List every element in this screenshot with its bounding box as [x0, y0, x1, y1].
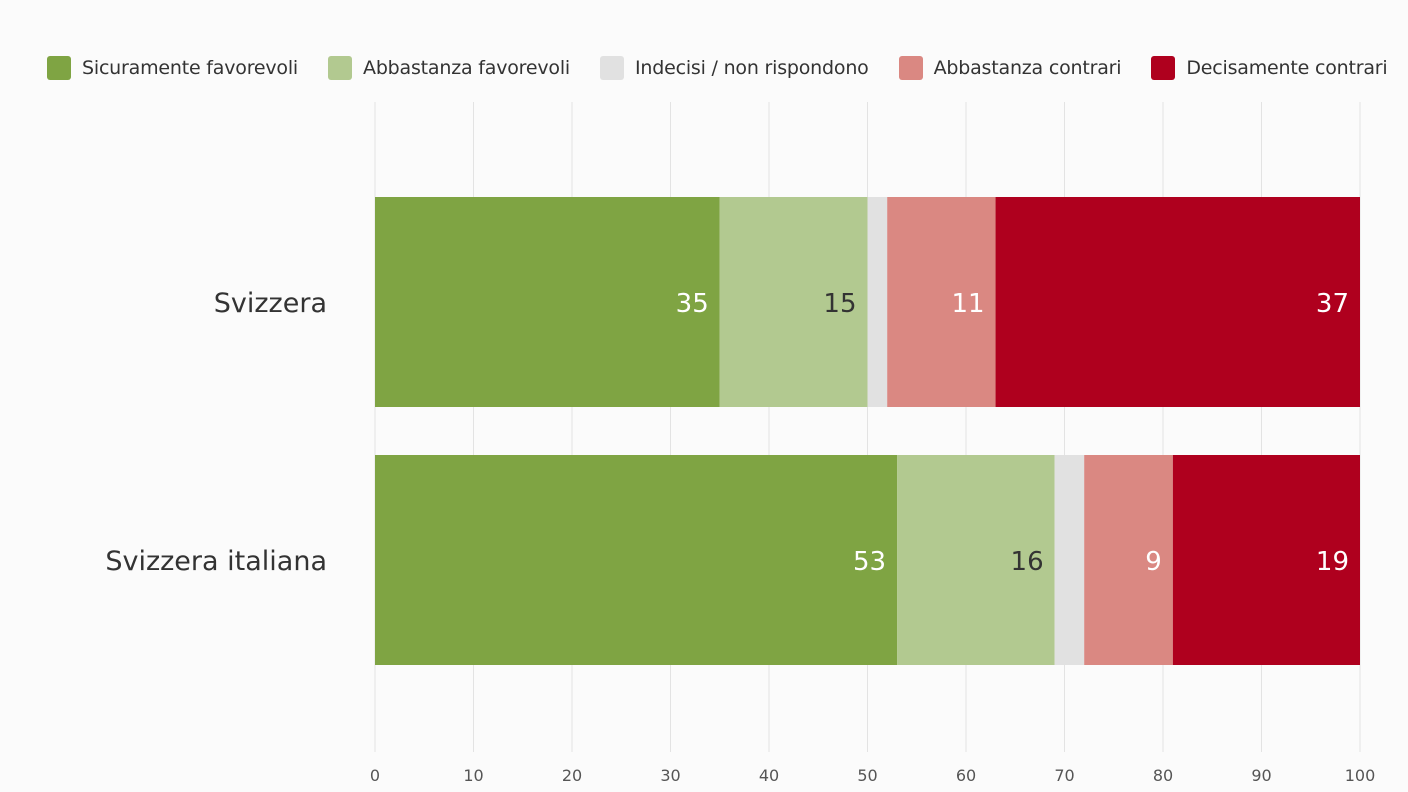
bar-segment-abbastanza-contrari: [1084, 455, 1173, 665]
x-tick-label: 20: [562, 766, 582, 785]
x-tick-label: 100: [1345, 766, 1376, 785]
data-label: 53: [853, 547, 886, 577]
bar-segment-abbastanza-favorevoli: [719, 197, 868, 407]
legend-item-abbastanza-contrari[interactable]: Abbastanza contrari: [898, 56, 1122, 80]
x-tick-label: 90: [1251, 766, 1271, 785]
bar-segment-abbastanza-favorevoli: [897, 455, 1055, 665]
bar-segment-abbastanza-contrari: [887, 197, 996, 407]
legend-item-indecisi-non-rispondono[interactable]: Indecisi / non rispondono: [599, 56, 869, 80]
x-tick-label: 80: [1153, 766, 1173, 785]
legend-label: Sicuramente favorevoli: [82, 57, 299, 79]
legend-label: Indecisi / non rispondono: [634, 57, 869, 79]
x-tick-label: 40: [759, 766, 779, 785]
data-label: 37: [1316, 289, 1349, 319]
category-label: Svizzera italiana: [105, 546, 327, 577]
data-label: 16: [1011, 547, 1044, 577]
bar-segment-decisamente-contrari: [995, 197, 1360, 407]
data-label: 35: [676, 289, 709, 319]
legend-swatch: [328, 56, 353, 80]
x-tick-label: 10: [463, 766, 483, 785]
legend-item-decisamente-contrari[interactable]: Decisamente contrari: [1151, 56, 1388, 80]
legend-item-abbastanza-favorevoli[interactable]: Abbastanza favorevoli: [328, 56, 570, 80]
legend-swatch: [47, 56, 71, 80]
bar-segment-indecisi-non-rispondono: [1054, 455, 1085, 665]
data-label: 19: [1316, 547, 1349, 577]
x-tick-label: 30: [660, 766, 680, 785]
bar-segment-sicuramente-favorevoli: [375, 455, 898, 665]
category-label: Svizzera: [214, 288, 327, 319]
legend-label: Abbastanza favorevoli: [363, 57, 570, 79]
legend-swatch: [898, 56, 923, 80]
legend: Sicuramente favorevoli Abbastanza favorev…: [47, 56, 1408, 80]
x-tick-label: 60: [956, 766, 976, 785]
legend-swatch: [1151, 56, 1176, 80]
bar-segment-sicuramente-favorevoli: [375, 197, 720, 407]
data-label: 11: [951, 289, 984, 319]
legend-label: Decisamente contrari: [1186, 57, 1388, 79]
bar-segment-indecisi-non-rispondono: [867, 197, 888, 407]
x-tick-label: 50: [857, 766, 877, 785]
x-tick-label: 0: [370, 766, 380, 785]
x-tick-label: 70: [1054, 766, 1074, 785]
data-label: 15: [823, 289, 856, 319]
legend-item-sicuramente-favorevoli[interactable]: Sicuramente favorevoli: [47, 56, 298, 80]
bar-segment-decisamente-contrari: [1172, 455, 1360, 665]
data-label: 9: [1145, 547, 1162, 577]
legend-swatch: [599, 56, 624, 80]
legend-label: Abbastanza contrari: [933, 57, 1122, 79]
